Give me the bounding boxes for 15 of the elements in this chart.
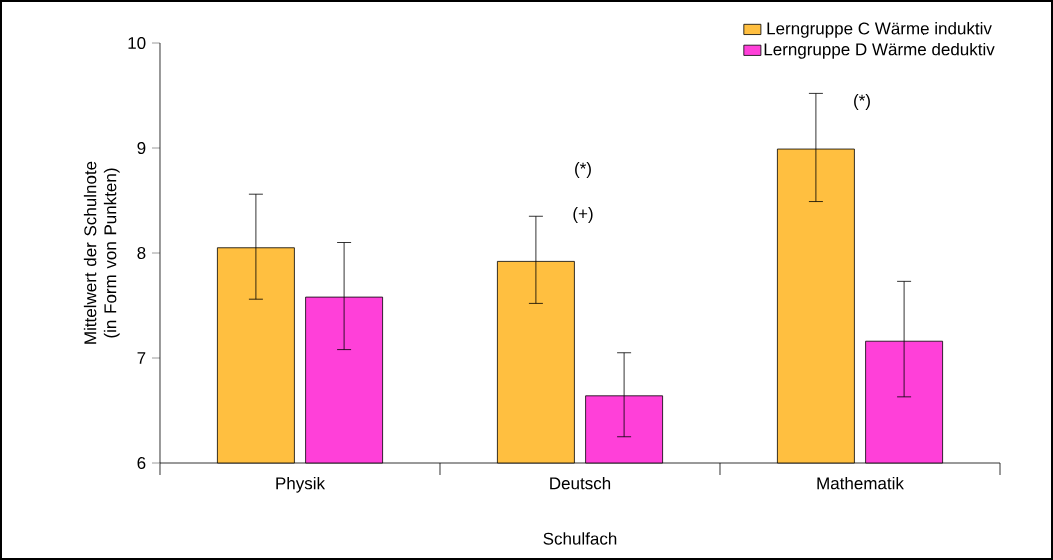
x-tick-label: Deutsch bbox=[550, 476, 611, 490]
annotation: (*) bbox=[854, 94, 870, 110]
legend-label: Lerngruppe C Wärme induktiv bbox=[767, 22, 992, 38]
y-tick-label: 6 bbox=[137, 456, 146, 470]
y-axis-title: Mittelwert der Schulnote (in Form von Punkten) bbox=[83, 161, 120, 344]
x-axis-title: Schulfach bbox=[543, 532, 617, 545]
y-tick-label: 8 bbox=[137, 246, 146, 260]
x-tick-label: Mathematik bbox=[817, 476, 904, 490]
y-tick-label: 7 bbox=[137, 352, 146, 364]
annotation: (+) bbox=[573, 207, 593, 223]
y-tick-label: 9 bbox=[137, 141, 146, 155]
legend-label: Lerngruppe D Wärme deduktiv bbox=[764, 42, 995, 59]
annotation: (*) bbox=[575, 162, 591, 178]
x-tick-label: Physik bbox=[276, 476, 326, 493]
y-tick-label: 10 bbox=[128, 36, 146, 50]
